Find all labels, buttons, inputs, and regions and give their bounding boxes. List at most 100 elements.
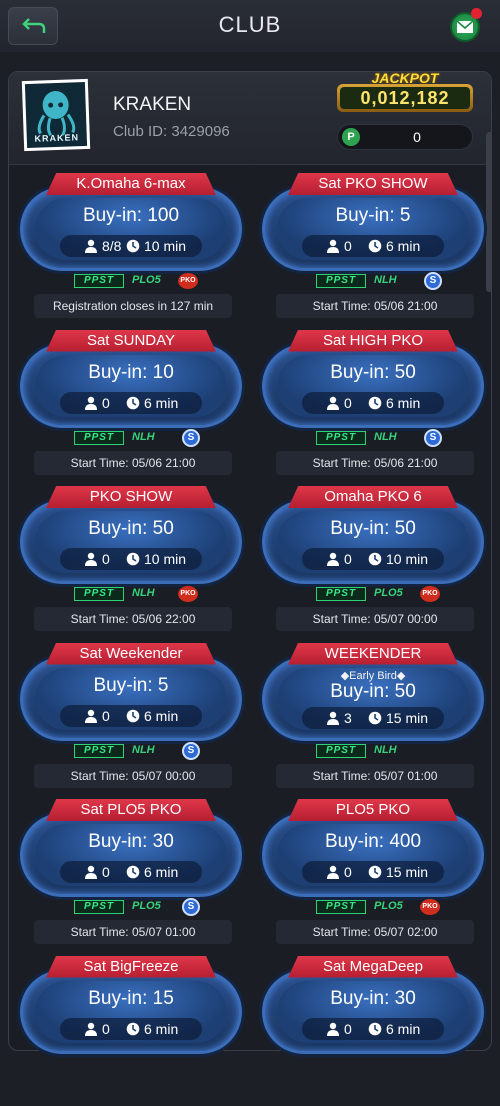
game-type: NLH — [132, 430, 155, 443]
table-oval — [20, 969, 242, 1054]
tournament-card[interactable]: Sat PLO5 PKO Buy-in: 30 0 6 min PPST PLO5 S Sta… — [18, 799, 244, 949]
player-count: 0 — [102, 1020, 110, 1037]
clock-icon — [126, 1022, 140, 1041]
tournament-card[interactable]: PLO5 PKO Buy-in: 400 0 15 min PPST PLO5 PKO Sta… — [260, 799, 486, 949]
buy-in: Buy-in: 15 — [88, 987, 174, 1009]
player-count: 0 — [102, 394, 110, 411]
table-oval — [262, 969, 484, 1054]
tournament-card[interactable]: Sat BigFreeze Buy-in: 15 0 6 min — [18, 955, 244, 1106]
pko-badge: PKO — [420, 899, 440, 915]
club-id: Club ID: 3429096 — [113, 123, 230, 140]
table-tags: PPST PLO5 PKO — [260, 586, 486, 604]
table-stats: 0 6 min — [60, 704, 202, 727]
back-button[interactable] — [8, 7, 58, 45]
player-count: 0 — [344, 551, 352, 567]
table-stats: 0 15 min — [302, 861, 444, 883]
table-stats: 0 6 min — [302, 235, 444, 257]
tournament-card[interactable]: Sat Weekender Buy-in: 5 0 6 min PPST NLH S Star… — [18, 642, 244, 793]
game-type: NLH — [132, 587, 155, 599]
tournament-name: Sat HIGH PKO — [288, 329, 458, 352]
tournament-card[interactable]: Sat PKO SHOW Buy-in: 5 0 6 min PPST NLH S Start… — [260, 173, 486, 323]
table-stats: 0 6 min — [302, 1017, 444, 1041]
table-oval — [262, 187, 484, 271]
ppst-badge: PPST — [74, 274, 124, 288]
start-time: Start Time: 05/06 21:00 — [276, 294, 474, 318]
person-icon — [326, 552, 340, 571]
tournament-card[interactable]: Sat HIGH PKO Buy-in: 50 0 6 min PPST NLH S Star… — [260, 329, 486, 480]
buy-in: Buy-in: 50 — [88, 518, 174, 539]
blind-time: 6 min — [386, 394, 421, 411]
clock-icon — [368, 1022, 382, 1041]
ppst-badge: PPST — [316, 743, 366, 758]
player-count: 8/8 — [102, 238, 122, 254]
blind-time: 6 min — [144, 394, 179, 411]
person-icon — [84, 1022, 98, 1041]
tournament-name: PLO5 PKO — [288, 799, 458, 821]
game-type: PLO5 — [374, 900, 403, 912]
person-icon — [326, 239, 340, 258]
start-time: Start Time: 05/06 21:00 — [276, 450, 474, 475]
game-type: NLH — [374, 743, 397, 756]
ppst-badge: PPST — [316, 274, 366, 288]
table-tags: PPST PLO5 PKO — [260, 899, 486, 917]
points-balance[interactable]: P 0 — [337, 124, 473, 150]
satellite-badge: S — [182, 428, 200, 447]
side-drawer-handle[interactable] — [486, 132, 491, 292]
buy-in: Buy-in: 5 — [93, 674, 169, 696]
satellite-badge: S — [424, 272, 442, 290]
blind-time: 10 min — [144, 551, 187, 567]
tournament-name: Sat PLO5 PKO — [46, 799, 216, 821]
table-stats: 3 15 min — [302, 706, 444, 729]
blind-time: 10 min — [386, 551, 429, 567]
player-count: 0 — [344, 394, 352, 411]
blind-time: 6 min — [144, 1020, 179, 1037]
start-time: Start Time: 05/07 00:00 — [276, 607, 474, 631]
top-bar: CLUB — [0, 0, 500, 52]
tournament-card[interactable]: K.Omaha 6-max Buy-in: 100 8/8 10 min PPST PLO… — [18, 173, 244, 323]
table-tags: PPST NLH S — [260, 428, 486, 448]
table-tags: PPST NLH S — [18, 741, 244, 761]
tournament-card[interactable]: Omaha PKO 6 Buy-in: 50 0 10 min PPST PLO5 PKO S… — [260, 486, 486, 636]
ppst-badge: PPST — [316, 430, 366, 445]
tournament-card[interactable]: WEEKENDER ◆Early Bird◆ Buy-in: 50 3 15 min PP… — [260, 642, 486, 793]
tournament-card[interactable]: PKO SHOW Buy-in: 50 0 10 min PPST NLH PKO Start… — [18, 486, 244, 636]
blind-time: 15 min — [386, 709, 429, 726]
club-logo[interactable]: KRAKEN — [21, 78, 91, 152]
table-tags: PPST NLH S — [260, 272, 486, 291]
tournament-card[interactable]: Sat SUNDAY Buy-in: 10 0 6 min PPST NLH S Start … — [18, 329, 244, 480]
jackpot-display[interactable]: 0,012,182 JACKPOT — [337, 71, 473, 112]
club-name: KRAKEN — [113, 94, 192, 115]
player-count: 0 — [344, 238, 352, 254]
start-time: Start Time: 05/06 21:00 — [34, 450, 232, 475]
table-stats: 0 10 min — [60, 548, 202, 570]
clock-icon — [368, 239, 382, 258]
person-icon — [326, 396, 340, 415]
tournament-name: Omaha PKO 6 — [288, 486, 458, 508]
tournament-name: Sat Weekender — [46, 642, 216, 665]
table-oval — [20, 187, 242, 271]
player-count: 0 — [102, 864, 110, 880]
person-icon — [84, 865, 98, 884]
start-time: Registration closes in 127 min — [34, 294, 232, 318]
buy-in: Buy-in: 30 — [88, 831, 174, 852]
buy-in: Buy-in: 30 — [330, 987, 416, 1009]
mail-button[interactable] — [450, 8, 482, 42]
pko-badge: PKO — [178, 273, 198, 289]
player-count: 0 — [102, 707, 110, 724]
person-icon — [326, 1022, 340, 1041]
game-type: NLH — [374, 430, 397, 443]
tournament-name: Sat SUNDAY — [46, 329, 216, 352]
game-type: PLO5 — [132, 274, 161, 286]
jackpot-label: JACKPOT — [371, 71, 439, 86]
jackpot-frame: 0,012,182 — [337, 84, 473, 112]
table-stats: 0 6 min — [60, 1017, 202, 1041]
person-icon — [84, 396, 98, 415]
start-time: Start Time: 05/07 02:00 — [276, 920, 474, 944]
table-stats: 0 6 min — [302, 391, 444, 415]
game-type: PLO5 — [132, 900, 161, 912]
table-oval — [20, 656, 242, 741]
page-title: CLUB — [218, 12, 282, 37]
tournament-card[interactable]: Sat MegaDeep Buy-in: 30 0 6 min — [260, 955, 486, 1106]
table-oval — [262, 500, 484, 584]
blind-time: 6 min — [144, 864, 179, 880]
